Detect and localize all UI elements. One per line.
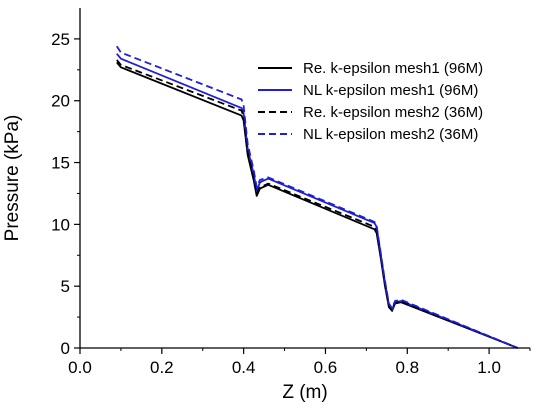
y-tick-label: 5	[61, 277, 70, 296]
y-tick-label: 0	[61, 339, 70, 358]
x-tick-label: 0.6	[314, 358, 338, 377]
legend-label-1: Re. k-epsilon mesh1 (96M)	[303, 60, 483, 77]
legend: Re. k-epsilon mesh1 (96M) NL k-epsilon me…	[258, 60, 483, 143]
x-axis-title: Z (m)	[282, 382, 327, 403]
x-tick-label: 0.4	[232, 358, 256, 377]
y-axis-title: Pressure (kPa)	[2, 115, 23, 242]
series-line-2	[116, 53, 519, 349]
x-tick-label: 0.0	[68, 358, 92, 377]
x-tick-label: 0.2	[150, 358, 174, 377]
y-tick-label: 10	[51, 215, 70, 234]
x-tick-label: 0.8	[395, 358, 419, 377]
y-tick-label: 20	[51, 92, 70, 111]
legend-label-3: Re. k-epsilon mesh2 (36M)	[303, 104, 483, 121]
axes-layer: 0.0 0.2 0.4 0.6 0.8 1.0 0 5 10 15 20 25	[51, 8, 531, 377]
legend-label-2: NL k-epsilon mesh1 (96M)	[303, 82, 478, 99]
series-layer	[116, 45, 519, 349]
y-tick-label: 25	[51, 30, 70, 49]
y-tick-label: 15	[51, 154, 70, 173]
series-line-4	[116, 45, 519, 349]
legend-label-4: NL k-epsilon mesh2 (36M)	[303, 126, 478, 143]
x-tick-label: 1.0	[477, 358, 501, 377]
